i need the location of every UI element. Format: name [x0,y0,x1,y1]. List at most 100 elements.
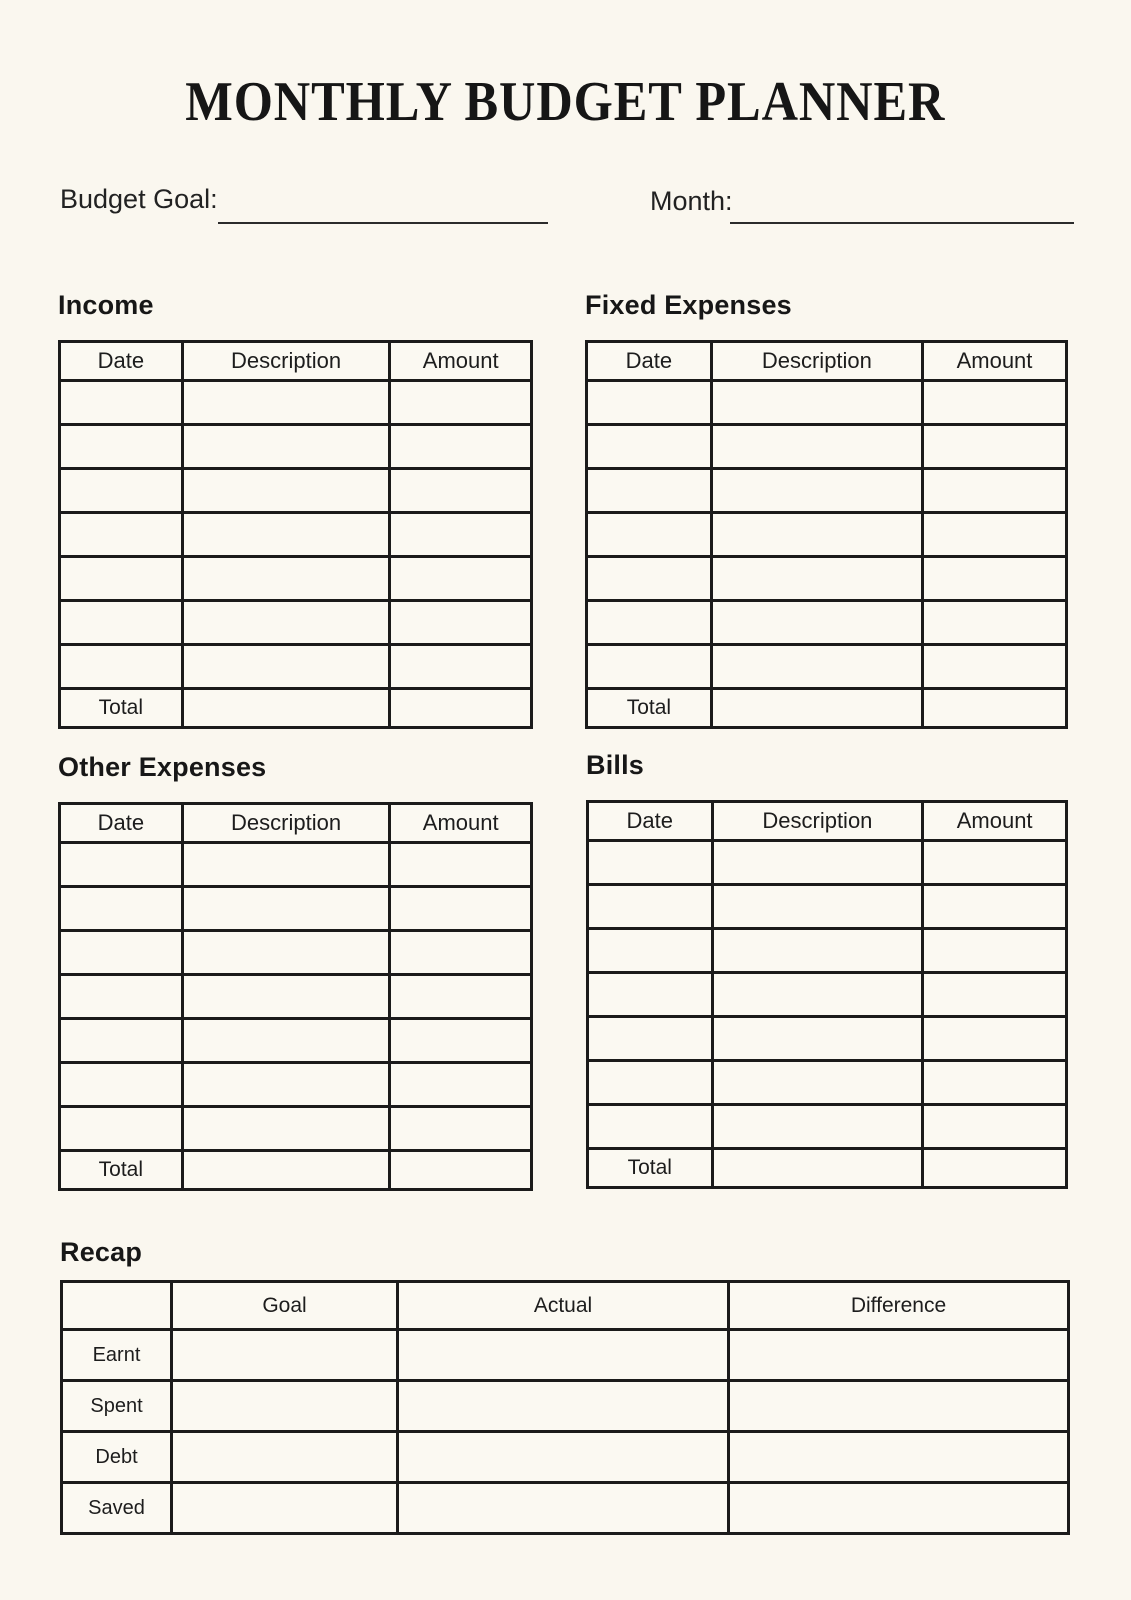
empty-cell [709,687,924,729]
fixed-expenses-empty-row [585,379,1069,426]
income-header-row: Date Description Amount [58,340,533,382]
empty-cell [586,1015,714,1062]
empty-cell [710,1103,925,1150]
fixed-expenses-empty-row [585,599,1069,646]
empty-cell [727,1328,1070,1382]
empty-cell [180,929,392,976]
empty-cell [585,643,713,690]
empty-cell [921,839,1068,886]
empty-cell [920,467,1069,514]
empty-cell [710,883,925,930]
empty-cell [388,1105,533,1152]
section-title-fixed-expenses: Fixed Expenses [585,290,792,320]
bills-empty-row [586,1015,1068,1062]
recap-row-label-spent: Spent [60,1379,173,1433]
empty-cell [58,599,184,646]
bills-empty-row [586,927,1068,974]
recap-row-earnt: Earnt [60,1328,1070,1382]
bills-total-label: Total [586,1147,714,1189]
empty-cell [920,599,1069,646]
fixed-expenses-total-label: Total [585,687,713,729]
empty-cell [710,839,925,886]
bills-empty-row [586,1059,1068,1106]
empty-cell [388,1017,533,1064]
empty-cell [396,1481,730,1535]
fixed-expenses-empty-row [585,423,1069,470]
empty-cell [921,1015,1068,1062]
empty-cell [388,885,533,932]
empty-cell [170,1328,399,1382]
budget-goal-label: Budget Goal: [60,184,218,214]
empty-cell [388,599,533,646]
empty-cell [920,511,1069,558]
bills-empty-row [586,971,1068,1018]
empty-cell [58,841,184,888]
recap-row-label-saved: Saved [60,1481,173,1535]
bills-col-amount: Amount [921,800,1068,842]
empty-cell [58,643,184,690]
empty-cell [58,467,184,514]
other-expenses-empty-row [58,973,533,1020]
empty-cell [709,643,924,690]
fixed-expenses-total-row: Total [585,687,1069,729]
other-expenses-col-date: Date [58,802,184,844]
empty-cell [920,687,1069,729]
empty-cell [920,555,1069,602]
other-expenses-table: Date Description Amount Total [58,802,533,1191]
empty-cell [388,687,533,729]
bills-col-description: Description [710,800,925,842]
income-table: Date Description Amount Total [58,340,533,729]
empty-cell [180,379,392,426]
empty-cell [709,379,924,426]
empty-cell [709,555,924,602]
income-empty-row [58,423,533,470]
other-expenses-total-label: Total [58,1149,184,1191]
empty-cell [180,687,392,729]
income-col-amount: Amount [388,340,533,382]
empty-cell [58,929,184,976]
income-col-description: Description [180,340,392,382]
empty-cell [921,971,1068,1018]
empty-cell [180,885,392,932]
other-expenses-empty-row [58,1017,533,1064]
empty-cell [58,423,184,470]
empty-cell [920,379,1069,426]
empty-cell [388,467,533,514]
section-title-recap: Recap [60,1237,143,1267]
empty-cell [388,643,533,690]
fixed-expenses-col-amount: Amount [920,340,1069,382]
empty-cell [586,839,714,886]
fixed-expenses-col-date: Date [585,340,713,382]
fixed-expenses-empty-row [585,511,1069,558]
empty-cell [709,511,924,558]
empty-cell [58,1017,184,1064]
section-fixed-expenses: Fixed Expenses Date Description Amount [585,290,1069,729]
empty-cell [585,555,713,602]
empty-cell [388,929,533,976]
empty-cell [709,599,924,646]
section-title-other-expenses: Other Expenses [58,752,267,782]
page-title-wrap: MONTHLY BUDGET PLANNER [0,70,1131,134]
recap-header-row: Goal Actual Difference [60,1280,1070,1331]
bills-empty-row [586,839,1068,886]
page-title: MONTHLY BUDGET PLANNER [185,71,946,133]
income-empty-row [58,379,533,426]
other-expenses-empty-row [58,929,533,976]
empty-cell [710,1015,925,1062]
other-expenses-empty-row [58,1061,533,1108]
empty-cell [58,511,184,558]
empty-cell [180,1017,392,1064]
empty-cell [710,1059,925,1106]
section-recap: Recap Goal Actual Difference Earnt [60,1237,1070,1535]
empty-cell [180,1061,392,1108]
empty-cell [180,841,392,888]
empty-cell [710,971,925,1018]
empty-cell [388,1149,533,1191]
recap-row-label-debt: Debt [60,1430,173,1484]
empty-cell [585,599,713,646]
empty-cell [586,1059,714,1106]
income-empty-row [58,555,533,602]
empty-cell [180,599,392,646]
empty-cell [58,1061,184,1108]
section-income: Income Date Description Amount Total [58,290,533,729]
